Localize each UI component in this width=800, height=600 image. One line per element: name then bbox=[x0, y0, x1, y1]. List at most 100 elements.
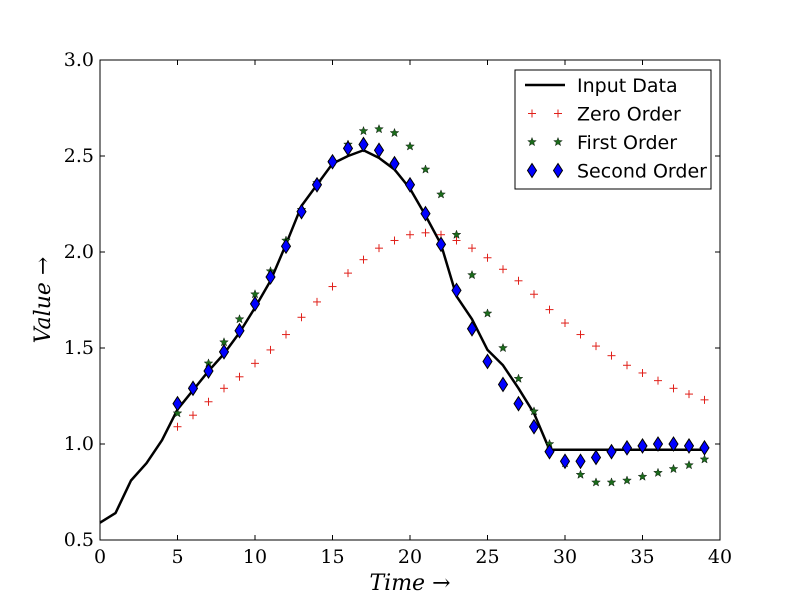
data-point-zero-order bbox=[235, 372, 244, 381]
data-point-first-order bbox=[374, 124, 384, 134]
x-tick-label: 30 bbox=[553, 546, 577, 568]
data-point-zero-order bbox=[375, 244, 383, 253]
series-second-order bbox=[172, 136, 710, 470]
x-axis-label: Time → bbox=[369, 571, 450, 596]
data-point-second-order bbox=[497, 376, 509, 393]
data-point-first-order bbox=[637, 471, 648, 481]
legend-item-second-order: Second Order bbox=[526, 161, 707, 183]
data-point-second-order bbox=[699, 439, 710, 456]
data-point-zero-order bbox=[483, 253, 492, 262]
data-point-zero-order bbox=[359, 255, 368, 264]
data-point-first-order bbox=[622, 475, 632, 485]
data-point-second-order bbox=[172, 395, 183, 412]
data-point-second-order bbox=[575, 453, 586, 470]
legend-label: Input Data bbox=[577, 75, 678, 97]
legend-swatch bbox=[554, 109, 562, 118]
data-point-second-order bbox=[420, 205, 431, 222]
x-tick-label: 0 bbox=[94, 546, 106, 568]
data-point-zero-order bbox=[452, 236, 461, 245]
legend-box bbox=[514, 69, 712, 190]
x-tick-label: 20 bbox=[398, 546, 422, 568]
axis-ticks: 0 5 10 15 20 25 30 35 40 0.5 1.0 1.5 2.0 2.5 3.0 bbox=[64, 49, 732, 568]
data-point-first-order bbox=[653, 467, 663, 477]
data-point-second-order bbox=[606, 443, 617, 460]
y-tick-label: 1.5 bbox=[64, 337, 94, 359]
data-point-zero-order bbox=[297, 313, 306, 322]
legend-swatch bbox=[528, 109, 536, 118]
data-point-zero-order bbox=[328, 282, 337, 291]
x-tick-label: 10 bbox=[243, 546, 267, 568]
legend: Input Data Zero Order First Order Second Or… bbox=[514, 69, 712, 190]
data-point-first-order bbox=[405, 141, 415, 151]
data-point-zero-order bbox=[204, 397, 213, 406]
data-point-first-order bbox=[358, 125, 369, 136]
data-point-first-order bbox=[420, 164, 431, 174]
data-point-zero-order bbox=[313, 297, 321, 306]
data-point-zero-order bbox=[576, 330, 585, 339]
x-tick-label: 40 bbox=[708, 546, 732, 568]
x-tick-label: 5 bbox=[171, 546, 183, 568]
data-point-second-order bbox=[311, 176, 323, 193]
data-point-zero-order bbox=[700, 395, 709, 404]
data-point-first-order bbox=[436, 189, 446, 199]
data-point-second-order bbox=[389, 155, 400, 172]
data-point-zero-order bbox=[669, 384, 678, 393]
data-point-first-order bbox=[482, 308, 493, 318]
data-point-zero-order bbox=[251, 359, 259, 368]
data-point-zero-order bbox=[499, 265, 507, 274]
data-point-first-order bbox=[451, 229, 462, 239]
data-point-first-order bbox=[529, 406, 539, 416]
data-point-second-order bbox=[683, 437, 695, 454]
data-point-second-order bbox=[249, 295, 261, 312]
data-point-zero-order bbox=[654, 376, 662, 385]
legend-label: Zero Order bbox=[577, 104, 681, 126]
data-point-first-order bbox=[389, 127, 400, 138]
data-point-first-order bbox=[575, 469, 586, 479]
data-point-zero-order bbox=[173, 422, 182, 431]
data-point-second-order bbox=[652, 436, 664, 452]
data-point-second-order bbox=[358, 136, 369, 153]
data-point-second-order bbox=[404, 176, 416, 193]
data-point-second-order bbox=[327, 153, 338, 170]
data-point-second-order bbox=[203, 363, 214, 379]
data-point-first-order bbox=[591, 477, 601, 487]
series-line-input-data bbox=[99, 148, 705, 524]
data-point-zero-order bbox=[220, 384, 228, 393]
data-point-second-order bbox=[373, 142, 385, 159]
legend-label: First Order bbox=[577, 132, 677, 154]
data-point-second-order bbox=[234, 322, 245, 339]
data-point-first-order bbox=[513, 373, 524, 383]
data-point-zero-order bbox=[638, 368, 647, 377]
data-point-second-order bbox=[637, 437, 648, 454]
data-point-zero-order bbox=[561, 319, 569, 328]
data-point-first-order bbox=[498, 342, 508, 353]
data-point-zero-order bbox=[282, 330, 290, 339]
y-tick-label: 3.0 bbox=[64, 49, 94, 71]
y-tick-label: 0.5 bbox=[64, 529, 94, 551]
data-point-zero-order bbox=[607, 351, 616, 360]
data-point-first-order bbox=[234, 314, 245, 324]
data-point-first-order bbox=[699, 454, 710, 464]
data-point-second-order bbox=[265, 269, 276, 285]
legend-swatch bbox=[553, 136, 563, 147]
data-point-zero-order bbox=[685, 390, 693, 399]
data-point-first-order bbox=[606, 477, 617, 487]
data-point-second-order bbox=[621, 439, 633, 456]
data-point-first-order bbox=[467, 269, 477, 280]
x-tick-label: 35 bbox=[630, 546, 654, 568]
data-point-second-order bbox=[668, 436, 679, 452]
x-tick-label: 25 bbox=[475, 546, 499, 568]
data-point-first-order bbox=[172, 408, 183, 418]
data-point-zero-order bbox=[545, 305, 554, 314]
legend-item-first-order: First Order bbox=[527, 132, 677, 154]
legend-swatch bbox=[552, 162, 564, 179]
data-point-second-order bbox=[451, 282, 462, 299]
legend-swatch bbox=[527, 136, 537, 147]
data-point-second-order bbox=[466, 320, 478, 337]
y-tick-label: 2.0 bbox=[64, 241, 94, 263]
legend-item-zero-order: Zero Order bbox=[528, 104, 681, 126]
data-point-second-order bbox=[342, 140, 354, 157]
data-point-second-order bbox=[435, 236, 447, 253]
data-point-second-order bbox=[559, 453, 571, 470]
y-tick-label: 2.5 bbox=[64, 145, 94, 167]
